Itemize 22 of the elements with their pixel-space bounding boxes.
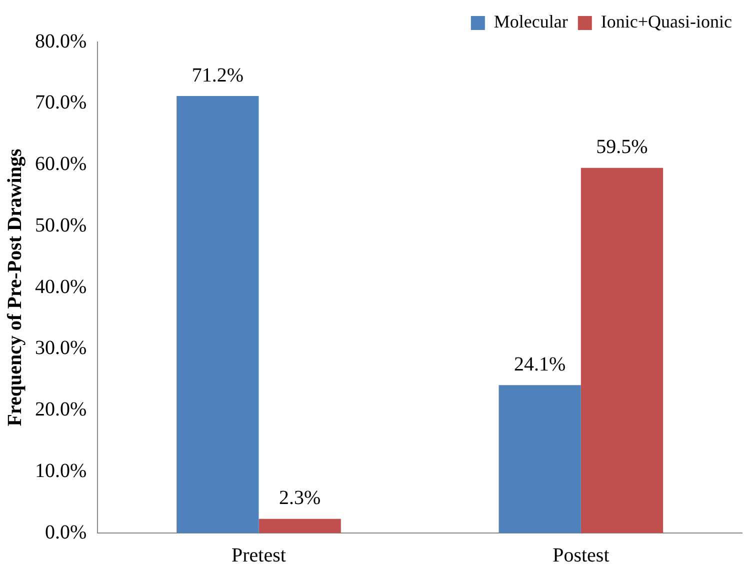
x-tick-label: Pretest	[232, 544, 286, 566]
data-label: 24.1%	[514, 353, 566, 376]
y-axis-title: Frequency of Pre-Post Drawings	[4, 148, 26, 426]
bar	[176, 96, 259, 533]
x-tick-label: Postest	[552, 544, 610, 566]
legend-label: Ionic+Quasi-ionic	[600, 12, 732, 32]
y-tick-label: 50.0%	[34, 214, 87, 236]
y-tick-label: 60.0%	[34, 153, 87, 175]
bar	[258, 518, 341, 533]
y-tick-label: 10.0%	[34, 460, 87, 482]
y-tick-label: 0.0%	[44, 521, 87, 544]
data-label: 71.2%	[192, 64, 244, 86]
data-label: 59.5%	[596, 136, 648, 158]
y-tick-label: 30.0%	[34, 337, 87, 360]
data-label: 2.3%	[278, 487, 321, 510]
bar	[580, 168, 664, 533]
y-tick-label: 70.0%	[34, 92, 87, 114]
y-tick-label: 40.0%	[34, 276, 87, 298]
y-tick-label: 20.0%	[34, 398, 87, 420]
legend-label: Molecular	[494, 12, 568, 32]
y-tick-label: 80.0%	[34, 30, 87, 52]
bar	[498, 385, 581, 533]
